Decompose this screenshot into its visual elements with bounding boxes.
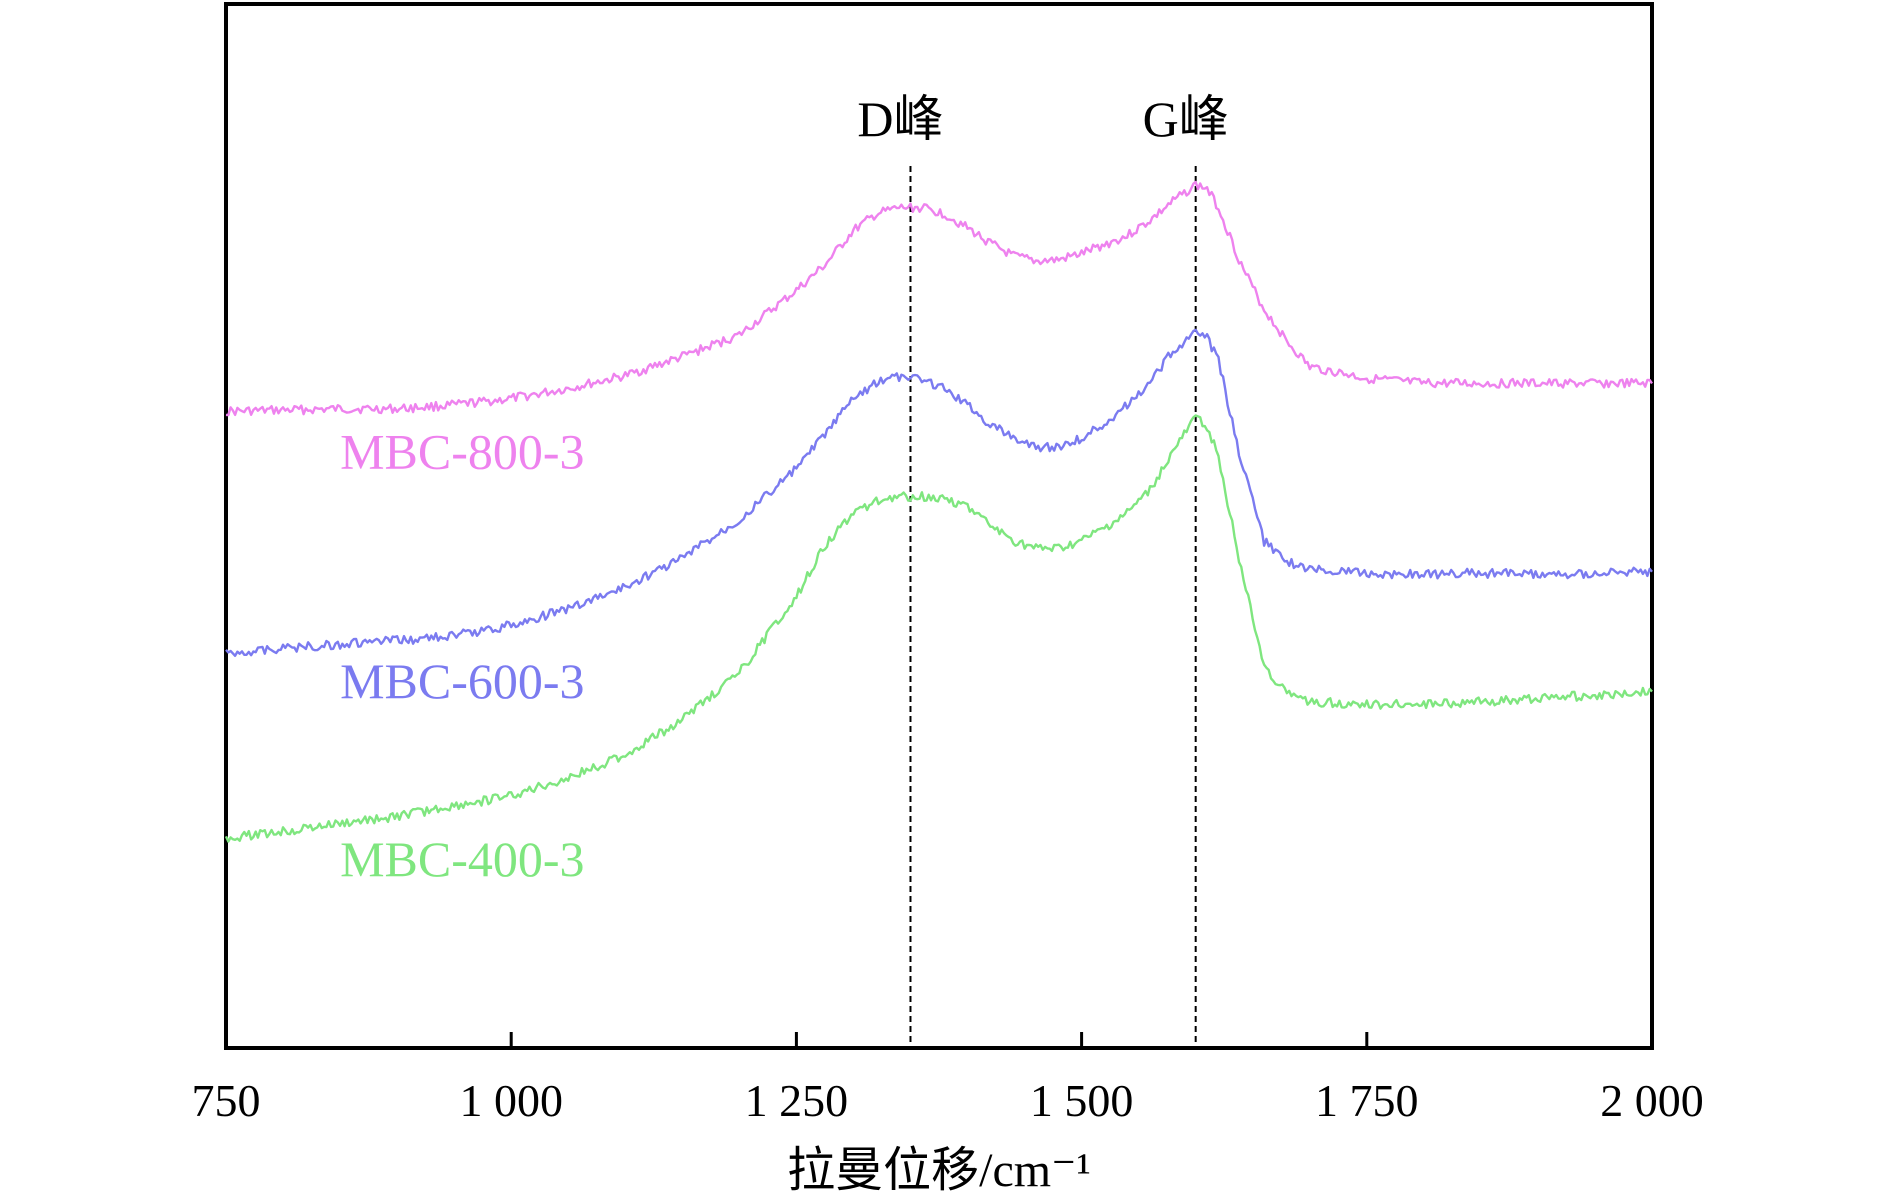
x-tick-label: 2 000: [1600, 1075, 1704, 1126]
x-tick-label: 1 500: [1030, 1075, 1134, 1126]
series-layer: [224, 180, 1653, 843]
series-line: [225, 328, 1653, 657]
peak-markers: D峰 G峰: [857, 91, 1229, 1048]
series-label: MBC-400-3: [340, 831, 584, 887]
peak-label: D峰: [857, 91, 943, 147]
series-line: [225, 180, 1653, 417]
plot-frame: [224, 2, 1654, 1050]
series-line: [224, 414, 1653, 843]
x-tick-label: 1 750: [1315, 1075, 1419, 1126]
series-label: MBC-800-3: [340, 424, 584, 480]
x-axis: 750 1 000 1 250 1 500 1 750 2 000: [192, 1032, 1704, 1126]
peak-label: G峰: [1143, 91, 1229, 147]
series-labels: MBC-800-3 MBC-600-3 MBC-400-3: [340, 424, 584, 887]
series-label: MBC-600-3: [340, 653, 584, 709]
x-tick-label: 750: [192, 1075, 261, 1126]
x-tick-label: 1 250: [745, 1075, 849, 1126]
x-tick-label: 1 000: [459, 1075, 563, 1126]
x-axis-title: 拉曼位移/cm⁻¹: [787, 1144, 1091, 1197]
